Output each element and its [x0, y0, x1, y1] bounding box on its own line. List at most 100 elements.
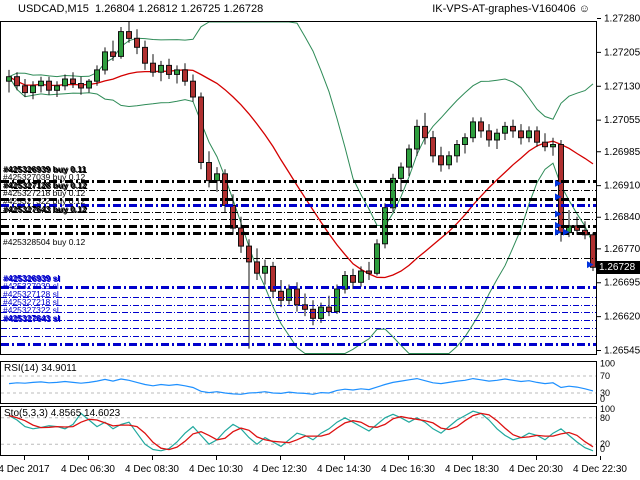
candle-bear: [542, 141, 548, 148]
candle-bear: [22, 85, 28, 94]
candle-bull: [334, 288, 340, 313]
time-tick-label: 4 Dec 16:30: [381, 464, 435, 475]
candle-bull: [470, 121, 476, 139]
candle-bull: [406, 148, 412, 168]
candle-bear: [326, 306, 332, 313]
order-label: #425327128 sl: [3, 289, 59, 299]
time-tick-label: 4 Dec 10:30: [189, 464, 243, 475]
candle-bear: [126, 31, 132, 39]
candle-bear: [166, 64, 172, 75]
candle-bull: [414, 125, 420, 150]
sto-scale-label: 80: [600, 413, 610, 423]
candle-bull: [398, 166, 404, 179]
order-label: #425328504 buy 0.12: [3, 237, 86, 247]
rsi-indicator-label: RSI(14) 34.9011: [4, 363, 77, 374]
sto-pane-frame: [0, 406, 597, 456]
candle-bear: [142, 46, 148, 64]
time-tick-label: 4 Dec 06:30: [61, 464, 115, 475]
time-tick-label: 4 Dec 20:30: [509, 464, 563, 475]
candle-bull: [94, 69, 100, 82]
candle-bull: [158, 64, 164, 73]
candle-bear: [182, 69, 188, 82]
order-label: #425327643 sl: [3, 313, 60, 323]
candle-bear: [238, 227, 244, 247]
price-tick-label: 1.27055: [604, 115, 640, 126]
candle-bear: [366, 270, 372, 274]
candle-bull: [342, 275, 348, 290]
rsi-line: [8, 377, 594, 395]
price-axis[interactable]: 1.27280 1.27205 1.27130 1.27055 1.26985 1.269…: [597, 14, 640, 357]
sto-signal-line: [8, 412, 594, 451]
candle-bear: [518, 130, 524, 139]
current-price-tag: 1.26728: [597, 261, 640, 274]
candle-bear: [246, 245, 252, 263]
price-tick-label: 1.26545: [604, 346, 640, 357]
candle-bear: [350, 275, 356, 283]
candle-bull: [502, 125, 508, 134]
candle-bull: [118, 31, 124, 57]
candle-bull: [6, 76, 12, 82]
rsi-pane-layer: [1, 375, 596, 395]
candle-bull: [214, 173, 220, 182]
order-label-overlap: #425327643 buy 0.12: [4, 205, 88, 215]
main-pane-layer: #425326939 buy 0.11#425326939 buy 0.11#4…: [1, 22, 596, 354]
candle-bull: [390, 177, 396, 209]
candle-bear: [478, 121, 484, 132]
buy-arrow-icon: [563, 228, 570, 236]
buy-arrow-icon: [555, 179, 562, 187]
candle-bear: [430, 137, 436, 157]
order-label-overlap: #425326939 sl: [4, 274, 61, 284]
order-label: #425327322 sl: [3, 305, 59, 315]
sto-scale-label: 100: [600, 404, 615, 414]
buy-arrow-icon: [555, 228, 562, 236]
price-tick-label: 1.26770: [604, 244, 640, 255]
candle-bull: [526, 130, 532, 139]
time-tick-label: 4 Dec 2017: [0, 464, 50, 475]
price-tick-label: 1.26695: [604, 278, 640, 289]
buy-arrow-icon: [555, 221, 562, 229]
rsi-scale-label: 70: [600, 371, 610, 381]
buy-arrow-icon: [555, 210, 562, 218]
price-tick-label: 1.27205: [604, 47, 640, 58]
candle-bear: [134, 37, 140, 48]
ea-name-text: IK-VPS-AT-graphes-V160406: [432, 3, 576, 15]
candle-bear: [254, 261, 260, 274]
time-tick-label: 4 Dec 18:30: [445, 464, 499, 475]
buy-arrow-icon: [555, 193, 562, 201]
order-label-overlap: #425327643 sl: [4, 314, 61, 324]
candle-bull: [358, 270, 364, 283]
candle-bear: [46, 80, 52, 91]
candle-bear: [278, 290, 284, 301]
candle-bear: [486, 130, 492, 141]
time-tick-label: 4 Dec 08:30: [125, 464, 179, 475]
order-label: #425327218 buy 0.12: [3, 188, 86, 198]
rsi-scale-label: 100: [600, 358, 615, 368]
time-tick-label: 4 Dec 14:30: [317, 464, 371, 475]
price-tick-label: 1.26620: [604, 312, 640, 323]
time-axis[interactable]: 4 Dec 2017 4 Dec 06:30 4 Dec 08:30 4 Dec 10…: [0, 456, 627, 475]
candle-bear: [198, 96, 204, 163]
chart-title: USDCAD,M15 1.26804 1.26812 1.26725 1.267…: [18, 3, 264, 15]
candle-bear: [294, 288, 300, 306]
bollinger-lower-band: [8, 76, 594, 354]
sto-scale-label: 0: [600, 444, 605, 454]
candle-bull: [30, 85, 36, 94]
rsi-scale-label: 30: [600, 388, 610, 398]
candle-bull: [102, 51, 108, 71]
time-tick-label: 4 Dec 12:30: [253, 464, 307, 475]
candle-bear: [190, 80, 196, 98]
order-label: #425326939 sl: [3, 273, 60, 283]
sto-scale-label: 20: [600, 439, 610, 449]
candle-bull: [54, 85, 60, 91]
price-tick-label: 1.27130: [604, 81, 640, 92]
candle-bear: [230, 205, 236, 229]
ea-label: IK-VPS-AT-graphes-V160406 ☺: [432, 3, 590, 15]
moving-average-line: [8, 69, 594, 279]
candle-bull: [454, 144, 460, 157]
candle-bear: [438, 155, 444, 166]
candle-bull: [446, 155, 452, 166]
candle-bull: [494, 132, 500, 141]
candle-bear: [78, 83, 84, 89]
